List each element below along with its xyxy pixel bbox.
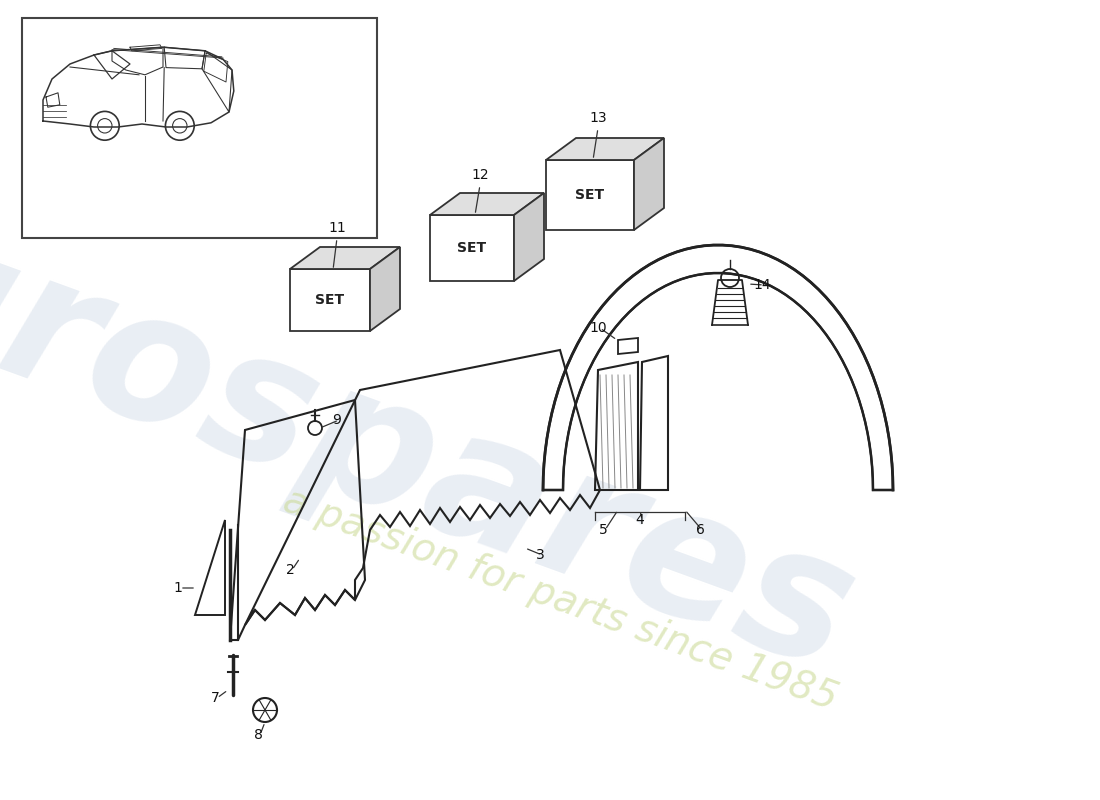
Text: SET: SET bbox=[575, 188, 605, 202]
Text: 12: 12 bbox=[471, 168, 488, 182]
Polygon shape bbox=[370, 247, 400, 331]
Text: 3: 3 bbox=[536, 548, 544, 562]
Text: 8: 8 bbox=[254, 728, 263, 742]
Text: 1: 1 bbox=[174, 581, 183, 595]
Text: 11: 11 bbox=[328, 221, 345, 235]
Text: 6: 6 bbox=[695, 523, 704, 537]
Polygon shape bbox=[546, 138, 664, 160]
Text: eurospares: eurospares bbox=[0, 152, 877, 708]
Text: 9: 9 bbox=[332, 413, 341, 427]
Polygon shape bbox=[290, 269, 370, 331]
Text: a passion for parts since 1985: a passion for parts since 1985 bbox=[277, 482, 843, 718]
Polygon shape bbox=[290, 247, 400, 269]
Polygon shape bbox=[634, 138, 664, 230]
Text: 5: 5 bbox=[598, 523, 607, 537]
Text: 13: 13 bbox=[590, 111, 607, 125]
Text: 4: 4 bbox=[636, 513, 645, 527]
Text: 2: 2 bbox=[286, 563, 295, 577]
Polygon shape bbox=[430, 193, 544, 215]
Text: 14: 14 bbox=[754, 278, 771, 292]
Text: 7: 7 bbox=[210, 691, 219, 705]
Polygon shape bbox=[514, 193, 544, 281]
Text: SET: SET bbox=[316, 293, 344, 307]
Text: SET: SET bbox=[458, 241, 486, 255]
FancyBboxPatch shape bbox=[22, 18, 377, 238]
Polygon shape bbox=[430, 215, 514, 281]
Text: 10: 10 bbox=[590, 321, 607, 335]
Polygon shape bbox=[546, 160, 634, 230]
